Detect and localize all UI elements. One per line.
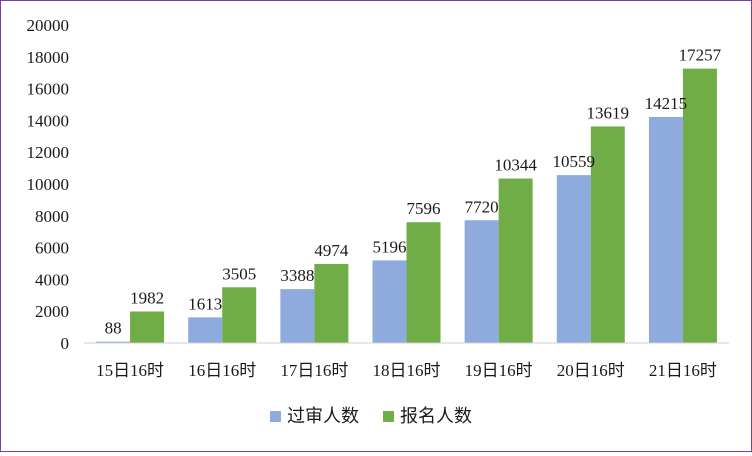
x-tick-label: 16日16时	[188, 361, 256, 380]
legend-swatch	[383, 411, 394, 422]
legend-label: 过审人数	[287, 406, 359, 427]
data-label: 3388	[280, 266, 314, 285]
data-label: 88	[105, 319, 122, 338]
y-tick-label: 4000	[35, 270, 69, 289]
bar	[406, 222, 441, 343]
x-tick-label: 21日16时	[649, 361, 717, 380]
y-tick-label: 20000	[27, 16, 70, 35]
y-tick-label: 6000	[35, 239, 69, 258]
y-axis: 0 2000 4000 6000 8000 10000 12000 14000 16000 180…	[27, 16, 70, 353]
data-label: 1982	[130, 288, 164, 307]
bar	[590, 126, 625, 343]
y-tick-label: 18000	[27, 48, 70, 67]
x-axis: 15日16时 16日16时 17日16时 18日16时 19日16时 20日16时 21日1…	[84, 342, 729, 380]
bar	[280, 289, 315, 343]
data-label: 7720	[465, 197, 499, 216]
bar-group	[96, 68, 717, 343]
data-label: 1613	[188, 294, 222, 313]
data-label: 7596	[407, 199, 441, 218]
x-tick-label: 18日16时	[373, 361, 441, 380]
bar	[498, 178, 533, 343]
bar	[222, 287, 257, 343]
bar	[556, 175, 591, 343]
x-tick-label: 20日16时	[557, 361, 625, 380]
x-tick-label: 17日16时	[280, 361, 348, 380]
data-label: 3505	[222, 264, 256, 283]
bar	[130, 311, 165, 343]
data-label: 10344	[494, 156, 537, 175]
y-tick-label: 16000	[27, 80, 70, 99]
legend: 过审人数 报名人数	[270, 406, 472, 427]
x-tick-label: 15日16时	[96, 361, 164, 380]
bar	[648, 116, 683, 343]
bar	[372, 260, 407, 343]
bar	[96, 341, 131, 343]
data-label: 14215	[645, 94, 688, 113]
y-tick-label: 0	[61, 334, 70, 353]
bar	[188, 317, 223, 343]
bar	[314, 263, 349, 343]
data-label: 4974	[314, 241, 349, 260]
legend-label: 报名人数	[400, 406, 472, 427]
data-label: 17257	[679, 46, 722, 65]
legend-swatch	[270, 411, 281, 422]
y-tick-label: 10000	[27, 175, 70, 194]
y-tick-label: 8000	[35, 207, 69, 226]
bar	[464, 220, 499, 343]
y-tick-label: 2000	[35, 302, 69, 321]
x-tick-label: 19日16时	[465, 361, 533, 380]
y-tick-label: 14000	[27, 111, 70, 130]
bar	[682, 68, 717, 343]
y-tick-label: 12000	[27, 143, 70, 162]
data-label: 10559	[553, 152, 596, 171]
data-label: 5196	[373, 237, 407, 256]
data-label: 13619	[587, 103, 630, 122]
